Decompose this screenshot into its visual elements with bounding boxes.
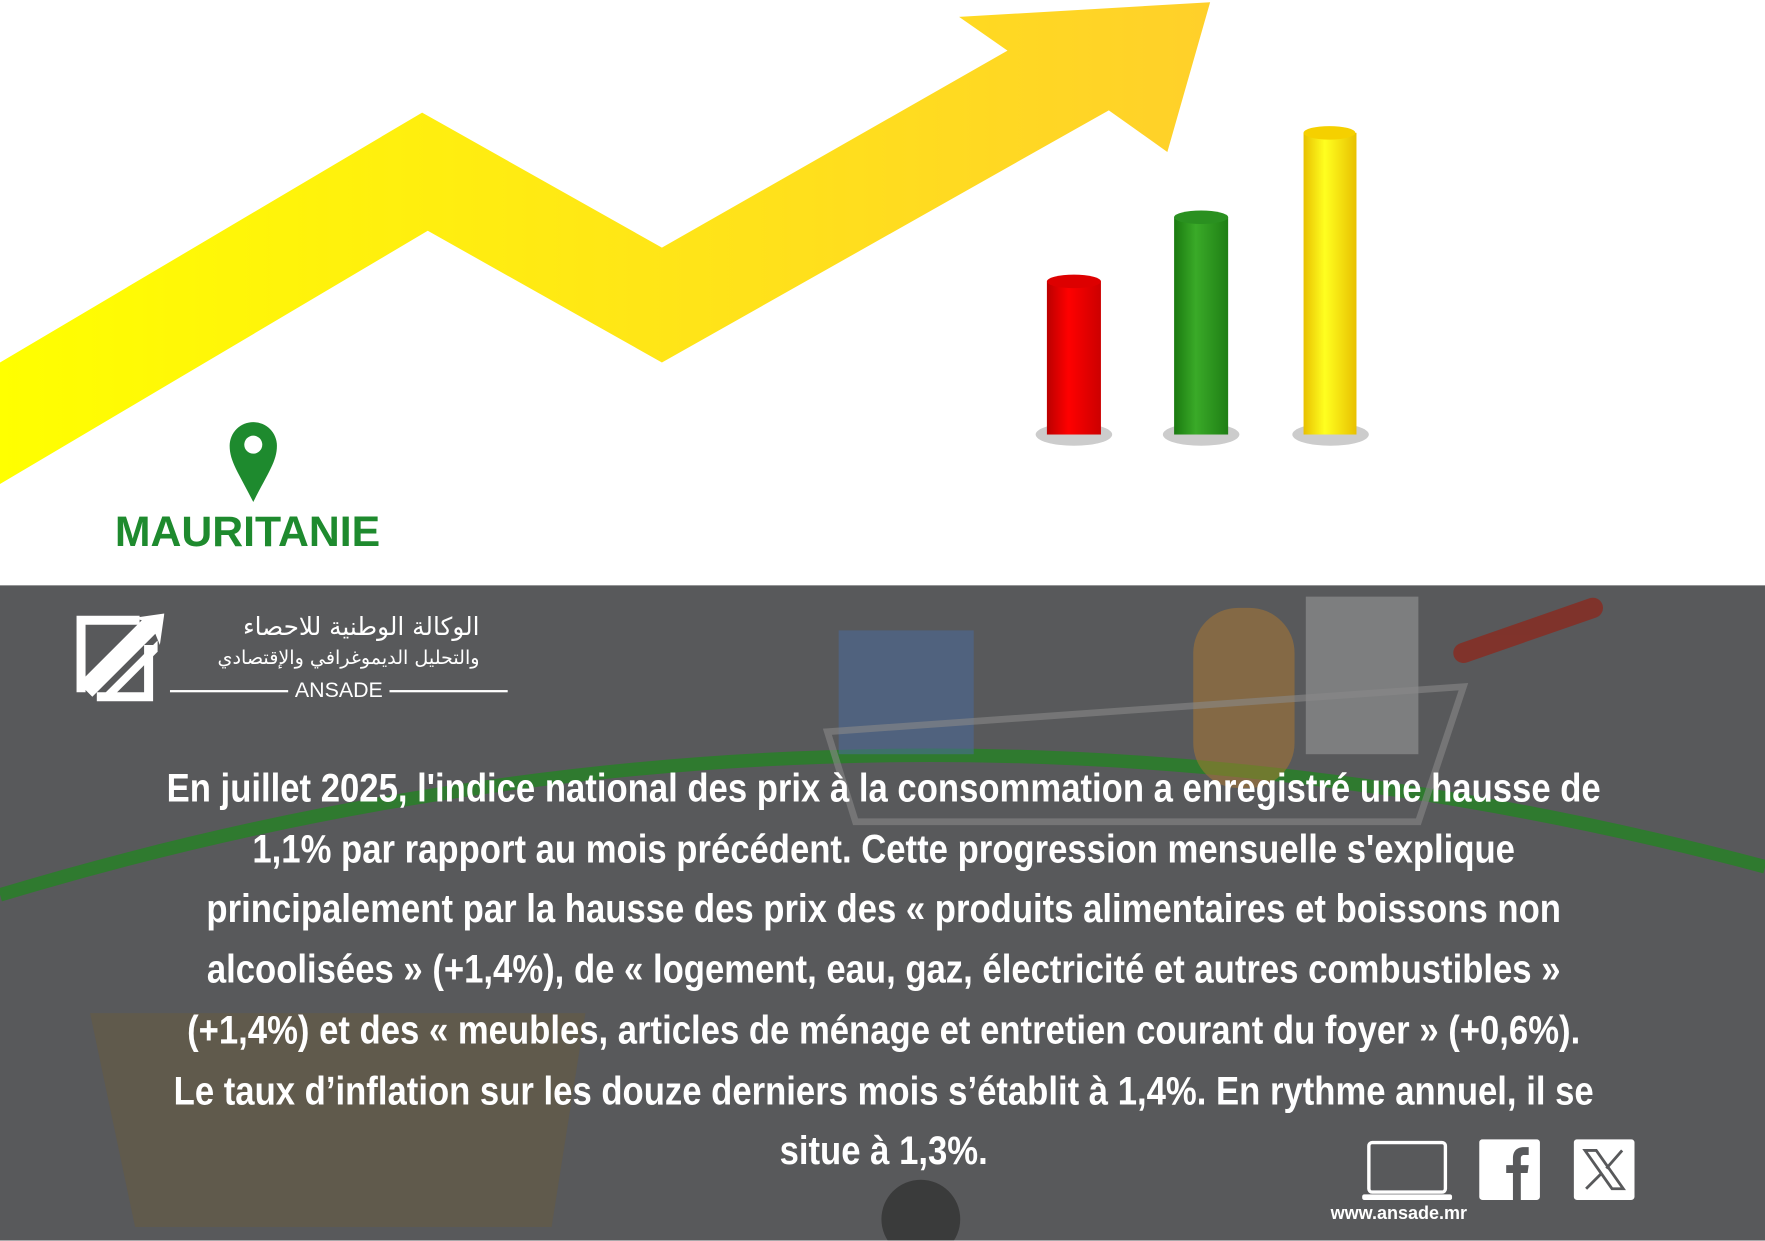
text-line: principalement par la hausse des prix de… (206, 887, 1561, 932)
ansade-logo: الوكالة الوطنية للاحصاء والتحليل الديموغ… (74, 613, 508, 710)
text-line: (+1,4%) et des « meubles, articles de mé… (187, 1008, 1581, 1053)
green-bar (1174, 217, 1229, 435)
x-icon[interactable] (1573, 1139, 1635, 1200)
agency-acronym: ANSADE (294, 678, 383, 703)
yellow-bar (1303, 132, 1357, 435)
text-line: situe à 1,3%. (779, 1129, 988, 1174)
inflation-summary-text: En juillet 2025, l'indice national des p… (45, 759, 1722, 1182)
facebook-icon[interactable] (1479, 1139, 1540, 1200)
red-bar (1046, 281, 1101, 435)
ansade-logo-icon (76, 613, 165, 702)
agency-name-arabic-2: والتحليل الديموغرافي والإقتصادي (217, 647, 480, 670)
rising-arrow-graphic (0, 2, 1369, 503)
arrow-shape (0, 2, 1211, 485)
website-link[interactable]: www.ansade.mr (1330, 1204, 1468, 1224)
text-line: En juillet 2025, l'indice national des p… (166, 766, 1601, 811)
agency-name-arabic-1: الوكالة الوطنية للاحصاء (242, 613, 480, 642)
text-line: alcoolisées » (+1,4%), de « logement, ea… (206, 947, 1561, 992)
header-graphic: MAURITANIE (0, 0, 1765, 586)
laptop-icon[interactable] (1362, 1139, 1453, 1202)
info-panel (0, 585, 1765, 1241)
location-pin-icon (229, 422, 277, 503)
text-line: Le taux d’inflation sur les douze dernie… (173, 1068, 1594, 1113)
text-line: 1,1% par rapport au mois précédent. Cett… (252, 827, 1515, 871)
country-label: MAURITANIE (114, 508, 381, 557)
cart-background-graphic (0, 596, 1765, 1241)
bar-chart-icon (1035, 126, 1369, 446)
